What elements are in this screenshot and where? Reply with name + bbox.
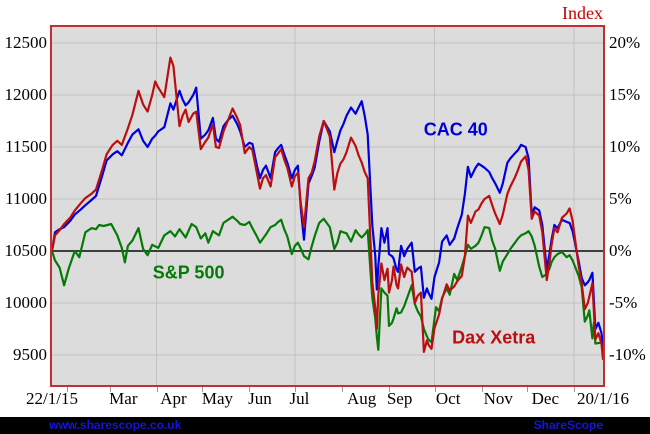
x-axis-label: Jun: [248, 389, 272, 408]
right-axis-label: 10%: [609, 137, 641, 156]
x-axis-tick: [434, 387, 436, 392]
x-axis-tick: [67, 387, 69, 392]
left-axis-label: 10500: [4, 241, 48, 260]
x-axis-label: Dec: [531, 389, 559, 408]
left-axis-label: 11000: [5, 189, 47, 208]
left-axis-label: 12500: [4, 33, 48, 52]
right-axis-label: 15%: [609, 85, 641, 104]
series-name-label: S&P 500: [152, 262, 225, 283]
chart-canvas: [52, 27, 603, 385]
left-axis-label: 12000: [4, 85, 48, 104]
x-axis-tick: [574, 387, 576, 392]
x-axis-label: Nov: [483, 389, 513, 408]
x-axis-tick: [249, 387, 251, 392]
x-axis-tick: [527, 387, 529, 392]
x-axis-tick: [388, 387, 390, 392]
left-axis-label: 9500: [13, 345, 47, 364]
right-axis-label: -5%: [609, 293, 638, 312]
plot-border: [50, 25, 605, 387]
x-axis-tick: [481, 387, 483, 392]
left-axis-label: 11500: [5, 137, 47, 156]
left-axis-label: 10000: [4, 293, 48, 312]
right-axis-label: 0%: [609, 241, 632, 260]
x-axis-label: Aug: [347, 389, 377, 408]
right-axis-label: 20%: [609, 33, 641, 52]
x-axis-label: 22/1/15: [26, 389, 78, 408]
right-axis-label: -10%: [609, 345, 646, 364]
x-axis-label: Jul: [289, 389, 310, 408]
series-line-dax-xetra: [52, 56, 603, 361]
right-axis-title: Index: [562, 3, 603, 23]
right-axis-label: 5%: [609, 189, 632, 208]
series-line-s-p-500: [52, 215, 603, 356]
footer-brand-logo: ShareScope: [533, 418, 603, 432]
x-axis-tick: [202, 387, 204, 392]
footer-website-link[interactable]: www.sharescope.co.uk: [49, 418, 182, 432]
x-axis-tick: [294, 387, 296, 392]
x-axis-label: Apr: [160, 389, 187, 408]
x-axis-label: May: [201, 389, 234, 408]
series-name-label: CAC 40: [423, 119, 488, 140]
x-axis-label: Sep: [386, 389, 413, 408]
x-axis-tick: [341, 387, 343, 392]
series-name-label: Dax Xetra: [452, 327, 536, 348]
x-axis-label: 20/1/16: [577, 389, 629, 408]
x-axis-tick: [156, 387, 158, 392]
series-line-cac-40: [52, 86, 603, 350]
plot-background: [52, 27, 603, 385]
x-axis-tick: [109, 387, 111, 392]
x-axis-label: Mar: [109, 389, 138, 408]
footer-bar: www.sharescope.co.uk ShareScope: [0, 417, 650, 434]
x-axis-label: Oct: [435, 389, 461, 408]
